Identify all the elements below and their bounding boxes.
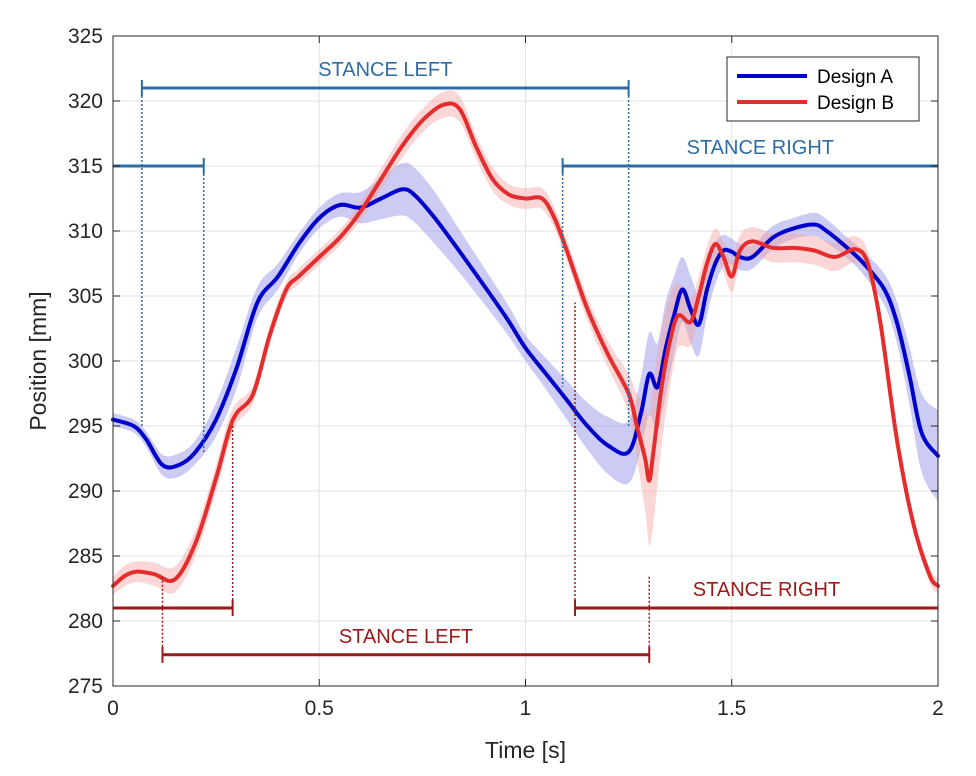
stance-bar-design-a [113,158,205,452]
stance-bar-design-b-stance-right: STANCE RIGHT [574,302,938,616]
y-tick-label: 320 [68,90,103,113]
stance-label: STANCE LEFT [318,59,452,81]
stance-annotations: STANCE LEFT STANCE RIGHT STANCE LEFT STANCE… [113,59,938,663]
stance-bar-design-a-stance-right: STANCE RIGHT [561,137,938,387]
y-tick-label: 295 [68,415,103,438]
stance-bar-design-b-stance-left: STANCE LEFT [161,575,651,663]
y-tick-label: 290 [68,480,103,503]
y-axis-label: Position [mm] [25,291,51,430]
y-tick-label: 285 [68,545,103,568]
stance-label: STANCE RIGHT [687,137,834,159]
y-tick-label: 325 [68,25,103,48]
legend: Design A Design B [726,56,920,122]
y-tick-label: 300 [68,350,103,373]
x-tick-label: 0 [107,697,119,720]
x-axis-label: Time [s] [485,737,566,763]
design-a-line [111,187,940,470]
legend-label-design-a: Design A [817,67,893,88]
legend-box [726,56,920,122]
legend-label-design-b: Design B [817,93,894,114]
y-tick-label: 280 [68,610,103,633]
y-tick-label: 275 [68,675,103,698]
x-tick-label: 1.5 [717,697,746,720]
x-tick-label: 0.5 [305,697,334,720]
stance-label: STANCE RIGHT [693,579,840,601]
x-tick-label: 1 [520,697,532,720]
stance-bar-design-b [113,426,234,616]
y-tick-label: 310 [68,220,103,243]
axis-ticks: 0 0.5 1 1.5 2 275 280 285 290 295 300 305 310 315 320 3… [68,25,944,720]
stance-bar-design-a-stance-left: STANCE LEFT [140,59,630,426]
design-a-band [113,162,938,502]
y-tick-label: 305 [68,285,103,308]
design-b-line [111,101,940,588]
y-tick-label: 315 [68,155,103,178]
x-tick-label: 2 [932,697,944,720]
stance-label: STANCE LEFT [339,626,473,648]
series-lines [111,101,940,588]
grid [112,35,939,687]
